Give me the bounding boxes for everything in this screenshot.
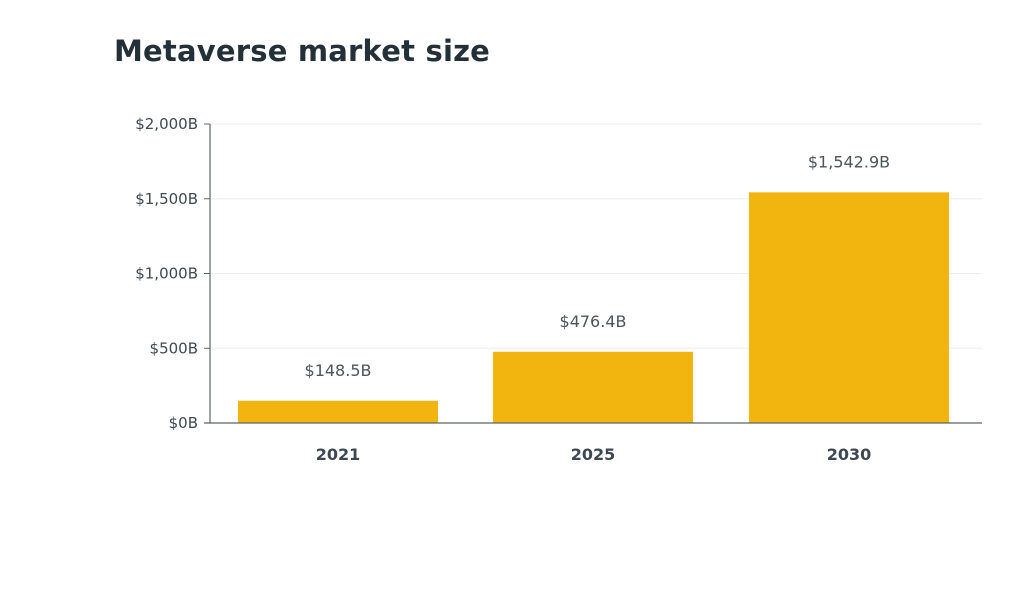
x-tick-label: 2030 <box>827 445 872 464</box>
y-tick-label: $500B <box>150 339 198 357</box>
y-tick-label: $1,000B <box>135 265 198 283</box>
labels: $0B $500B $1,000B $1,500B $2,000B $148.5B 2021… <box>135 115 890 464</box>
x-tick-label: 2025 <box>571 445 616 464</box>
bar-2030 <box>749 192 949 423</box>
x-tick-label: 2021 <box>316 445 361 464</box>
bars <box>238 192 949 423</box>
data-label: $476.4B <box>560 312 627 331</box>
bar-2021 <box>238 400 438 423</box>
axes <box>204 123 982 424</box>
y-tick-label: $0B <box>169 414 198 432</box>
chart-title: Metaverse market size <box>114 34 491 68</box>
data-label: $148.5B <box>305 361 372 380</box>
y-tick-label: $2,000B <box>135 115 198 133</box>
bar-2025 <box>493 351 693 423</box>
y-tick-label: $1,500B <box>135 190 198 208</box>
data-label: $1,542.9B <box>808 152 890 171</box>
